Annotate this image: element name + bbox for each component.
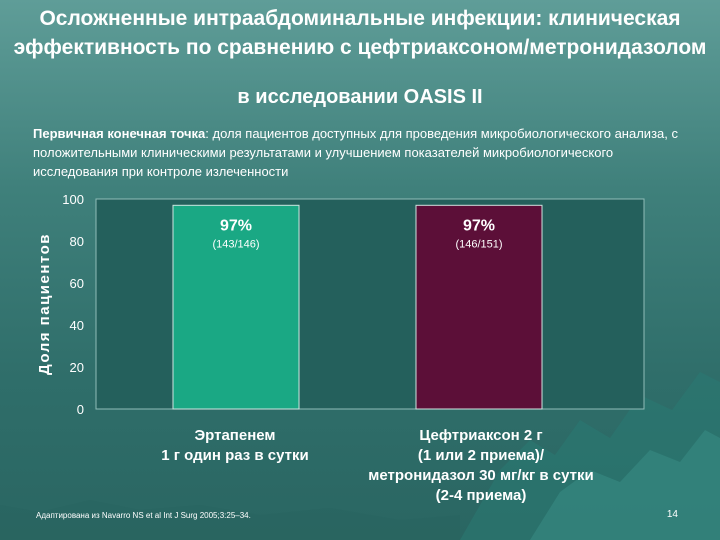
y-tick-label: 80 xyxy=(70,234,84,249)
y-axis-label: Доля пациентов xyxy=(36,233,53,375)
y-tick-label: 60 xyxy=(70,276,84,291)
page-number: 14 xyxy=(666,509,678,520)
bar xyxy=(172,204,300,410)
y-tick-label: 20 xyxy=(70,360,84,375)
category-label-ertapenem: Эртапенем 1 г один раз в сутки xyxy=(140,426,330,466)
category-label-line: метронидазол 30 мг/кг в сутки xyxy=(368,467,594,484)
category-label-line: (1 или 2 приема)/ xyxy=(417,447,545,464)
bar-value-label: 97% xyxy=(463,217,495,234)
y-tick-label: 100 xyxy=(62,192,84,207)
bars: 97% (143/146) 97% (146/151) xyxy=(172,204,543,410)
y-axis: 0 20 40 60 80 100 xyxy=(62,192,84,417)
category-label-line: Цефтриаксон 2 г xyxy=(419,427,543,444)
bar-value-label: 97% xyxy=(220,217,252,234)
title-line-2: эффективность по сравнению с цефтриаксон… xyxy=(13,36,707,59)
title-line-3: в исследовании OASIS II xyxy=(237,86,483,108)
primary-endpoint-label: Первичная конечная точка xyxy=(33,126,206,141)
category-label-ceftriaxone: Цефтриаксон 2 г (1 или 2 приема)/ метронид… xyxy=(345,426,617,506)
y-tick-label: 40 xyxy=(70,318,84,333)
bar-count-label: (146/151) xyxy=(455,238,502,250)
bar xyxy=(415,204,543,410)
category-label-line: 1 г один раз в сутки xyxy=(161,447,309,464)
title-line-1: Осложненные интраабдоминальные инфекции:… xyxy=(39,7,681,30)
category-label-line: Эртапенем xyxy=(194,427,276,444)
primary-endpoint-description: : доля пациентов доступных для проведени… xyxy=(33,126,678,179)
category-label-line: (2-4 приема) xyxy=(435,487,527,504)
bar-count-label: (143/146) xyxy=(212,238,259,250)
y-tick-label: 0 xyxy=(77,402,84,417)
footnote: Адаптирована из Navarro NS et al Int J S… xyxy=(36,511,251,520)
primary-endpoint-text: Первичная конечная точка: доля пациентов… xyxy=(33,124,693,181)
